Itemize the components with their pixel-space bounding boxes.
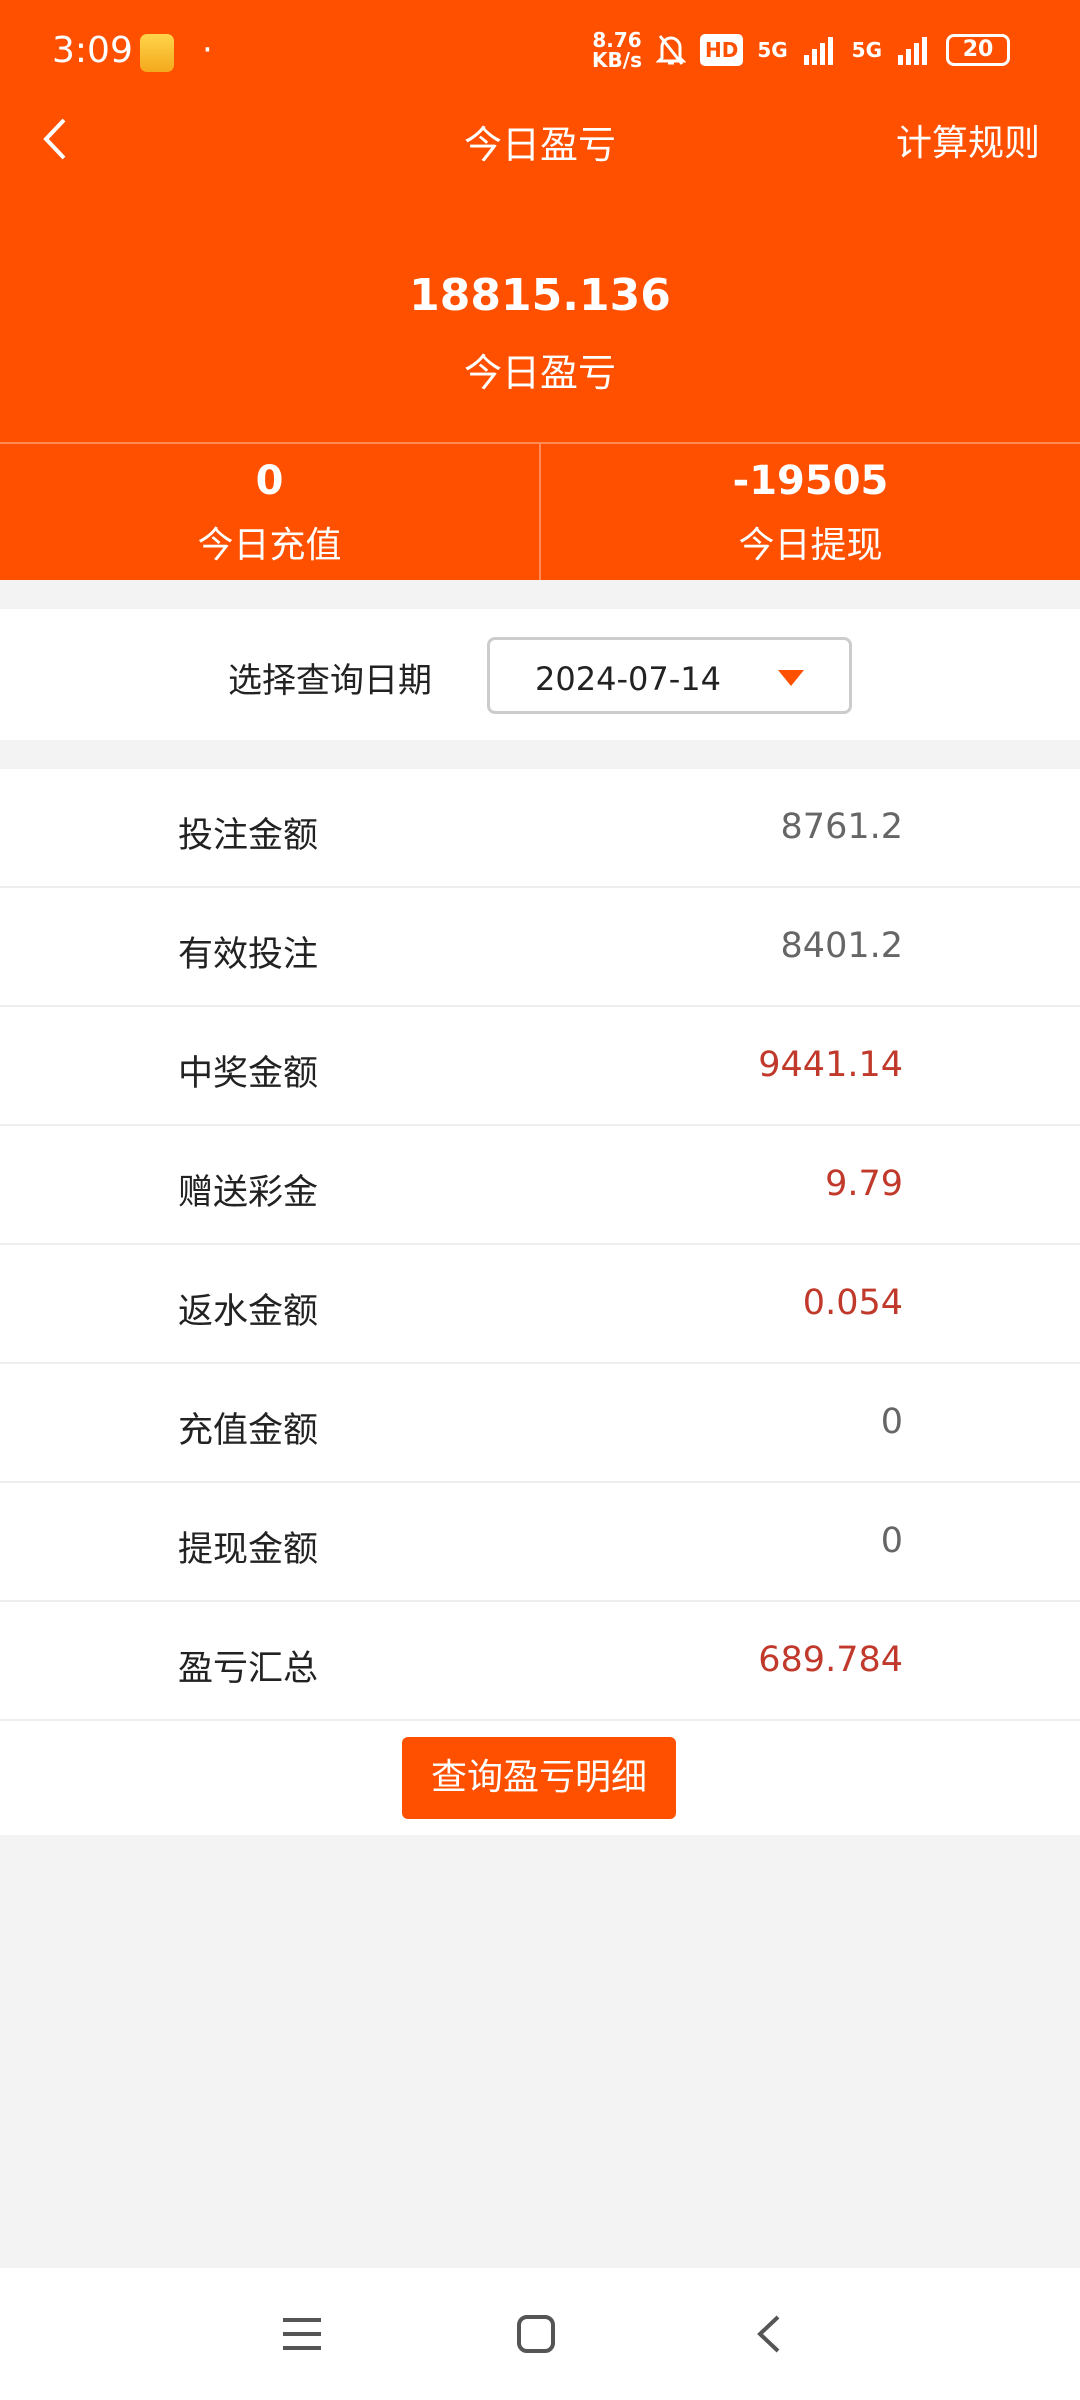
item-value: 8761.2 (780, 807, 903, 847)
status-dot: · (202, 30, 213, 70)
menu-icon[interactable] (283, 2316, 323, 2352)
calc-rules-link[interactable]: 计算规则 (895, 123, 1040, 164)
item-value: 0 (880, 1521, 903, 1561)
stat-label: 今日提现 (738, 525, 883, 566)
signal-5g-2-icon: 5G (851, 38, 882, 62)
system-nav-bar (0, 2268, 1080, 2400)
stats-row: 0 今日充值 -19505 今日提现 (0, 442, 1080, 580)
item-label: 中奖金额 (178, 1054, 319, 1094)
date-label: 选择查询日期 (228, 661, 432, 701)
list-item: 有效投注 8401.2 (0, 888, 1080, 1007)
battery-icon: 20 (946, 34, 1010, 66)
signal-bars-icon (803, 37, 833, 65)
list-item: 投注金额 8761.2 (0, 769, 1080, 888)
signal-5g-1-icon: 5G (757, 38, 788, 62)
item-label: 赠送彩金 (178, 1173, 319, 1213)
back-nav-icon[interactable] (754, 2314, 784, 2354)
item-label: 提现金额 (178, 1530, 319, 1570)
item-value: 689.784 (758, 1640, 903, 1680)
profit-value: 18815.136 (409, 270, 671, 321)
page-title: 今日盈亏 (463, 123, 616, 167)
item-value: 0 (880, 1402, 903, 1442)
item-label: 盈亏汇总 (178, 1649, 319, 1689)
notification-app-icon (140, 34, 174, 72)
item-label: 充值金额 (178, 1411, 319, 1451)
list-item: 中奖金额 9441.14 (0, 1007, 1080, 1126)
stat-withdraw: -19505 今日提现 (539, 444, 1080, 580)
item-label: 返水金额 (178, 1292, 319, 1332)
stat-recharge: 0 今日充值 (0, 444, 539, 580)
net-speed-unit: KB/s (592, 48, 642, 72)
item-label: 有效投注 (178, 935, 319, 975)
signal-bars-icon (898, 37, 927, 65)
list-item: 赠送彩金 9.79 (0, 1126, 1080, 1245)
status-bar: 3:09 · 8.76 KB/s HD 5G 5G 20 (0, 0, 1080, 100)
item-value: 8401.2 (780, 926, 903, 966)
home-icon[interactable] (516, 2314, 556, 2354)
query-detail-button[interactable]: 查询盈亏明细 (402, 1737, 676, 1819)
date-select[interactable]: 2024-07-14 (487, 637, 852, 714)
item-value: 9441.14 (758, 1045, 903, 1085)
bell-muted-icon (655, 35, 686, 65)
net-speed: 8.76 (592, 28, 642, 52)
header-area: 3:09 · 8.76 KB/s HD 5G 5G 20 今日盈亏 计算规则 18… (0, 0, 1080, 580)
list-item: 盈亏汇总 689.784 (0, 1602, 1080, 1721)
stat-value: -19505 (732, 458, 889, 504)
back-icon[interactable] (36, 114, 76, 164)
stat-value: 0 (255, 458, 284, 504)
item-value: 0.054 (802, 1283, 903, 1323)
nav-bar: 今日盈亏 计算规则 (0, 100, 1080, 180)
item-label: 投注金额 (178, 816, 319, 856)
date-row: 选择查询日期 2024-07-14 (0, 609, 1080, 740)
list-item: 返水金额 0.054 (0, 1245, 1080, 1364)
stat-label: 今日充值 (197, 525, 342, 566)
date-value: 2024-07-14 (535, 660, 721, 698)
hd-icon: HD (699, 34, 744, 66)
list-item: 充值金额 0 (0, 1364, 1080, 1483)
item-value: 9.79 (825, 1164, 903, 1204)
profit-label: 今日盈亏 (463, 351, 616, 395)
list-item: 提现金额 0 (0, 1483, 1080, 1602)
detail-list: 投注金额 8761.2 有效投注 8401.2 中奖金额 9441.14 赠送彩金 9.79 返… (0, 769, 1080, 1835)
dropdown-arrow-icon (778, 670, 804, 686)
status-time: 3:09 (52, 30, 133, 71)
